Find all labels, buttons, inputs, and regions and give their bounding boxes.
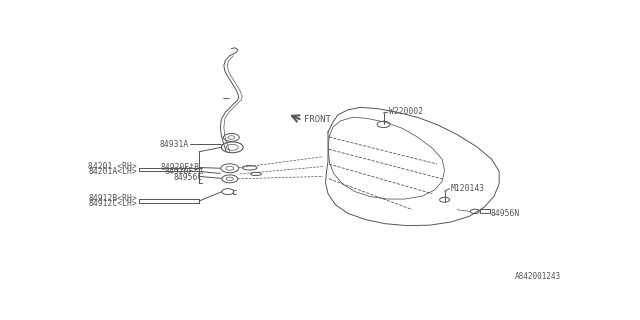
Text: 84201 <RH>: 84201 <RH>	[88, 162, 137, 171]
Text: 84912C<LH>: 84912C<LH>	[88, 199, 137, 209]
Text: 84920F*A: 84920F*A	[164, 167, 203, 176]
Text: 84956N: 84956N	[491, 209, 520, 218]
Text: FRONT: FRONT	[304, 115, 331, 124]
Text: A842001243: A842001243	[515, 272, 561, 281]
Text: W220002: W220002	[388, 107, 422, 116]
Text: 84920F*B: 84920F*B	[160, 163, 199, 172]
Text: 84201A<LH>: 84201A<LH>	[88, 167, 137, 176]
Text: 84912B<RH>: 84912B<RH>	[88, 194, 137, 203]
Text: 84931A: 84931A	[160, 140, 189, 149]
FancyBboxPatch shape	[480, 209, 490, 213]
Ellipse shape	[242, 165, 257, 170]
Text: M120143: M120143	[451, 184, 485, 193]
Text: 84956C: 84956C	[173, 172, 203, 182]
Ellipse shape	[251, 172, 262, 176]
